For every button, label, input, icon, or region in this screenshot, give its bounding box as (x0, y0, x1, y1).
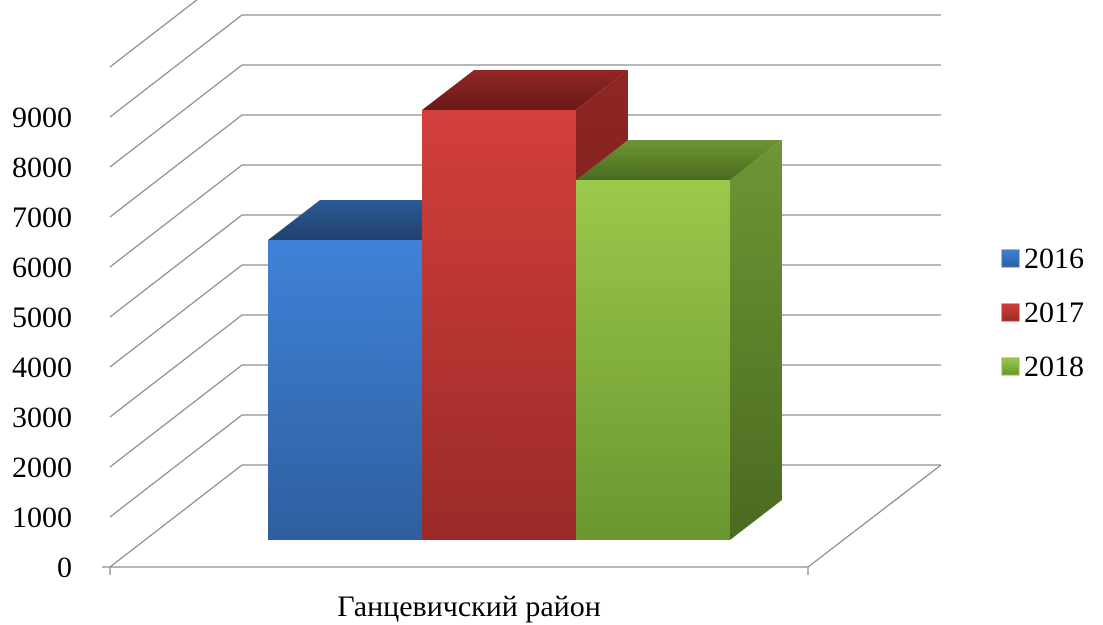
x-axis-categories: Ганцевичский район (337, 590, 601, 623)
legend-item-2017: 2017 (1001, 296, 1084, 329)
gridline (109, 0, 198, 68)
legend: 2016 2017 2018 (1001, 242, 1084, 383)
gridlines (109, 0, 941, 568)
y-tick-label: 5000 (12, 301, 72, 334)
bar-front-face (268, 240, 422, 540)
legend-swatch (1001, 249, 1020, 268)
y-tick-label: 0 (57, 551, 72, 584)
legend-swatch (1001, 357, 1020, 376)
legend-swatch (1001, 303, 1020, 322)
y-tick-label: 3000 (12, 401, 72, 434)
legend-item-2018: 2018 (1001, 350, 1084, 383)
bars (268, 70, 782, 540)
y-tick-label: 2000 (12, 451, 72, 484)
y-tick-label: 1000 (12, 501, 72, 534)
legend-label: 2018 (1024, 350, 1084, 383)
bar-front-face (422, 110, 576, 540)
gridline (109, 114, 941, 218)
bar-side-face (730, 140, 782, 540)
y-axis-ticks: 0 1000 2000 3000 4000 5000 6000 7000 8000 9000 (12, 101, 72, 584)
y-tick-label: 4000 (12, 351, 72, 384)
y-tick-label: 6000 (12, 251, 72, 284)
legend-label: 2016 (1024, 242, 1084, 275)
floor-right-edge (807, 464, 942, 568)
bar-2018 (576, 140, 782, 540)
bar-top-face (576, 140, 782, 180)
bar-top-face (422, 70, 628, 110)
gridline (109, 64, 941, 168)
category-label: Ганцевичский район (337, 590, 601, 623)
gridline (109, 14, 941, 118)
legend-item-2016: 2016 (1001, 242, 1084, 275)
bar-front-face (576, 180, 730, 540)
legend-label: 2017 (1024, 296, 1084, 329)
y-tick-label: 8000 (12, 151, 72, 184)
axes (102, 464, 942, 575)
y-tick-label: 9000 (12, 101, 72, 134)
y-tick-label: 7000 (12, 201, 72, 234)
